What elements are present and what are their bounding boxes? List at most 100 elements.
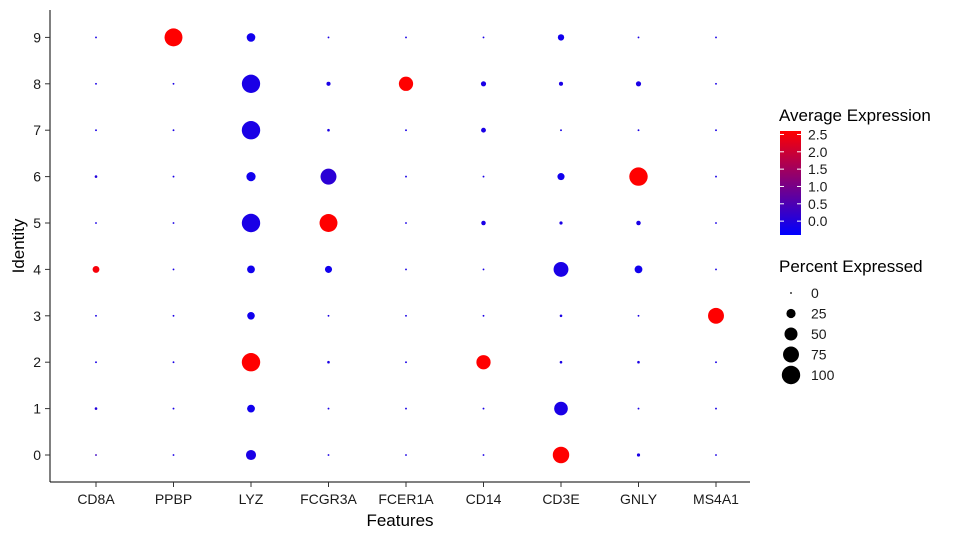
- dot-lyz-4: [247, 265, 255, 274]
- dot-fcer1a-7: [405, 129, 407, 132]
- dot-lyz-6: [246, 172, 256, 182]
- plot-area: [49, 10, 750, 483]
- dot-lyz-3: [247, 312, 255, 320]
- dot-cd3e-1: [554, 401, 568, 416]
- dot-cd14-6: [482, 175, 485, 178]
- dot-cd8a-4: [92, 265, 100, 273]
- dot-fcer1a-9: [405, 36, 407, 39]
- dot-cd3e-4: [553, 261, 569, 277]
- dot-cd8a-9: [95, 36, 97, 39]
- dot-lyz-9: [246, 33, 256, 42]
- size-legend-label: 100: [811, 367, 835, 383]
- dot-ms4a1-0: [715, 454, 717, 456]
- dot-fcer1a-1: [405, 407, 407, 410]
- dot-lyz-1: [247, 404, 255, 413]
- dot-cd8a-8: [95, 82, 97, 85]
- dot-fcgr3a-4: [324, 265, 333, 273]
- y-axis-ticks: 0 1 2 3 4 5 6 7 8 9: [33, 29, 50, 463]
- dot-cd3e-2: [559, 360, 563, 364]
- color-legend-ticks: 0.00.5 1.01.52.0 2.5: [780, 126, 828, 229]
- dot-fcgr3a-1: [327, 407, 330, 410]
- size-legend-dot: [783, 346, 799, 363]
- dot-cd8a-0: [95, 454, 97, 456]
- size-legend-label: 0: [811, 285, 819, 301]
- dot-cd3e-9: [557, 34, 565, 41]
- dot-fcer1a-8: [398, 76, 414, 91]
- dot-cd3e-8: [558, 81, 564, 86]
- y-tick-label: 1: [33, 401, 41, 417]
- dot-fcer1a-5: [405, 222, 407, 224]
- dot-ppbp-2: [172, 361, 175, 364]
- x-tick-label: LYZ: [239, 491, 264, 507]
- size-legend-label: 75: [811, 347, 827, 363]
- dot-cd14-5: [481, 220, 486, 226]
- size-legend-label: 25: [811, 306, 827, 322]
- color-legend-label: 2.5: [808, 126, 828, 142]
- dot-lyz-5: [241, 213, 261, 233]
- dot-lyz-0: [245, 449, 257, 461]
- dot-ppbp-3: [172, 314, 175, 317]
- color-legend-label: 2.0: [808, 144, 828, 160]
- size-legend-label: 50: [811, 326, 827, 342]
- color-legend-title: Average Expression: [779, 106, 931, 125]
- dot-fcgr3a-8: [326, 81, 331, 86]
- dot-gnly-8: [635, 81, 642, 87]
- dot-gnly-0: [636, 453, 641, 457]
- dot-cd14-8: [480, 81, 487, 87]
- dot-cd3e-5: [559, 221, 563, 225]
- dot-fcgr3a-6: [320, 168, 337, 185]
- dot-fcer1a-0: [405, 454, 407, 456]
- dot-cd14-0: [482, 454, 485, 456]
- size-legend-dot: [784, 327, 798, 341]
- dot-gnly-1: [637, 407, 640, 410]
- size-legend-dot: [790, 292, 792, 294]
- color-legend: Average Expression 0.00.5 1.01.52.0 2.5: [779, 106, 931, 235]
- dot-ms4a1-6: [715, 175, 717, 178]
- x-axis-ticks: CD8A PPBP LYZ FCGR3A FCER1A CD14 CD3E GNLY MS4A1: [77, 482, 739, 507]
- dot-cd14-4: [482, 268, 485, 271]
- dot-gnly-7: [637, 129, 640, 132]
- size-legend-items: 0 25 50 75 100: [781, 285, 835, 385]
- dot-gnly-9: [637, 36, 640, 39]
- dot-ppbp-8: [172, 82, 175, 85]
- dot-cd14-1: [482, 407, 485, 410]
- dot-ppbp-6: [172, 175, 175, 178]
- y-tick-label: 8: [33, 76, 41, 92]
- x-tick-label: FCER1A: [378, 491, 434, 507]
- dot-fcgr3a-3: [327, 314, 330, 317]
- dot-ms4a1-5: [715, 222, 717, 224]
- color-legend-label: 0.0: [808, 213, 828, 229]
- dot-cd14-9: [482, 36, 485, 39]
- dot-lyz-2: [241, 353, 261, 372]
- x-tick-label: CD8A: [77, 491, 115, 507]
- dot-cd14-2: [476, 355, 491, 370]
- y-tick-label: 2: [33, 354, 41, 370]
- dot-ms4a1-7: [715, 129, 717, 132]
- y-tick-label: 7: [33, 122, 41, 138]
- dot-points: [92, 28, 724, 464]
- dot-lyz-7: [241, 121, 261, 140]
- dot-fcgr3a-7: [327, 128, 330, 132]
- dot-ppbp-1: [172, 407, 175, 410]
- y-axis-title: Identity: [9, 218, 28, 273]
- y-tick-label: 5: [33, 215, 41, 231]
- dot-cd3e-0: [552, 446, 570, 464]
- dot-cd8a-6: [94, 175, 98, 178]
- dot-ms4a1-1: [715, 407, 717, 410]
- dot-gnly-6: [629, 167, 648, 186]
- size-legend-title: Percent Expressed: [779, 257, 923, 276]
- dot-ppbp-0: [172, 454, 175, 456]
- dot-ms4a1-2: [715, 361, 717, 364]
- y-tick-label: 4: [33, 261, 41, 277]
- dot-fcer1a-2: [405, 361, 407, 364]
- dot-ms4a1-9: [715, 36, 717, 39]
- dot-ppbp-5: [172, 222, 175, 224]
- dot-cd3e-3: [559, 314, 563, 318]
- color-legend-label: 0.5: [808, 196, 828, 212]
- x-tick-label: FCGR3A: [300, 491, 357, 507]
- y-tick-label: 6: [33, 169, 41, 185]
- dot-ms4a1-4: [715, 268, 717, 271]
- y-tick-label: 0: [33, 447, 41, 463]
- dot-cd8a-3: [95, 314, 97, 317]
